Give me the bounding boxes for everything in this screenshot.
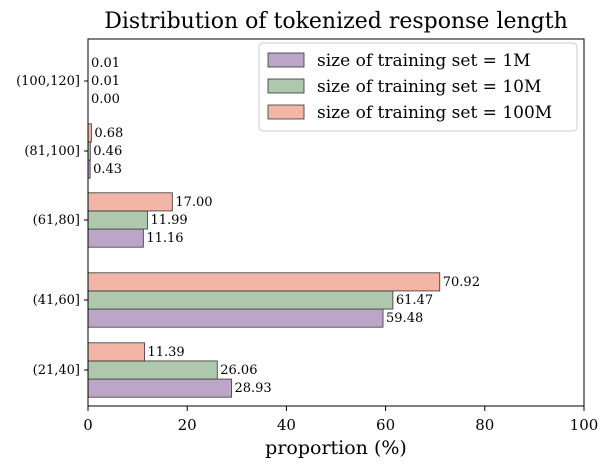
- y-tick-label: (61,80]: [33, 213, 80, 228]
- plot-frame: [87, 38, 585, 407]
- y-tick-label: (100,120]: [16, 74, 80, 89]
- x-tick-label: 80: [475, 416, 494, 434]
- x-tick-label: 100: [570, 416, 599, 434]
- legend-swatch: [267, 52, 305, 68]
- bar: [87, 342, 145, 362]
- legend-label: size of training set = 10M: [317, 77, 541, 97]
- data-labels-layer: 28.93 26.06 11.39 59.48 61.47 70.92 11.16 11.99…: [91, 56, 480, 396]
- legend-swatch: [267, 104, 305, 120]
- legend-swatch: [267, 78, 305, 94]
- legend-label: size of training set = 100M: [317, 103, 552, 123]
- bar: [87, 123, 92, 143]
- bar: [87, 308, 384, 328]
- x-axis-label: proportion (%): [265, 437, 407, 459]
- data-label: 11.16: [146, 231, 183, 246]
- x-tick-label: 40: [277, 416, 296, 434]
- bar: [87, 210, 148, 230]
- data-label: 26.06: [220, 363, 257, 378]
- chart-title: Distribution of tokenized response lengt…: [104, 9, 568, 34]
- x-tick-label: 20: [178, 416, 197, 434]
- data-label: 0.46: [93, 144, 122, 159]
- data-label: 0.43: [93, 162, 122, 177]
- bar: [87, 290, 394, 310]
- y-tick-label: (81,100]: [24, 144, 80, 159]
- data-label: 0.68: [94, 126, 123, 141]
- bar: [87, 272, 441, 292]
- data-label: 28.93: [234, 381, 271, 396]
- data-label: 61.47: [396, 293, 433, 308]
- x-tick-label: 60: [376, 416, 395, 434]
- legend: size of training set = 1M size of trainin…: [258, 42, 578, 132]
- data-label: 0.01: [91, 74, 120, 89]
- x-tick-label: 0: [83, 416, 93, 434]
- bar: [87, 378, 232, 398]
- data-label: 0.01: [91, 56, 120, 71]
- y-tick-label: (41,60]: [33, 293, 80, 308]
- legend-label: size of training set = 1M: [317, 51, 531, 71]
- data-label: 11.39: [147, 345, 184, 360]
- axes: (21,40] (41,60] (61,80] (81,100] (100,120] 0 2…: [16, 38, 599, 434]
- data-label: 59.48: [386, 311, 423, 326]
- data-label: 17.00: [175, 195, 212, 210]
- bar: [87, 192, 173, 212]
- legend-box: [258, 42, 578, 132]
- bar: [87, 228, 144, 248]
- data-label: 11.99: [150, 213, 187, 228]
- data-label: 0.00: [91, 92, 120, 107]
- data-label: 70.92: [443, 275, 480, 290]
- bar: [87, 360, 218, 380]
- y-tick-label: (21,40]: [33, 363, 80, 378]
